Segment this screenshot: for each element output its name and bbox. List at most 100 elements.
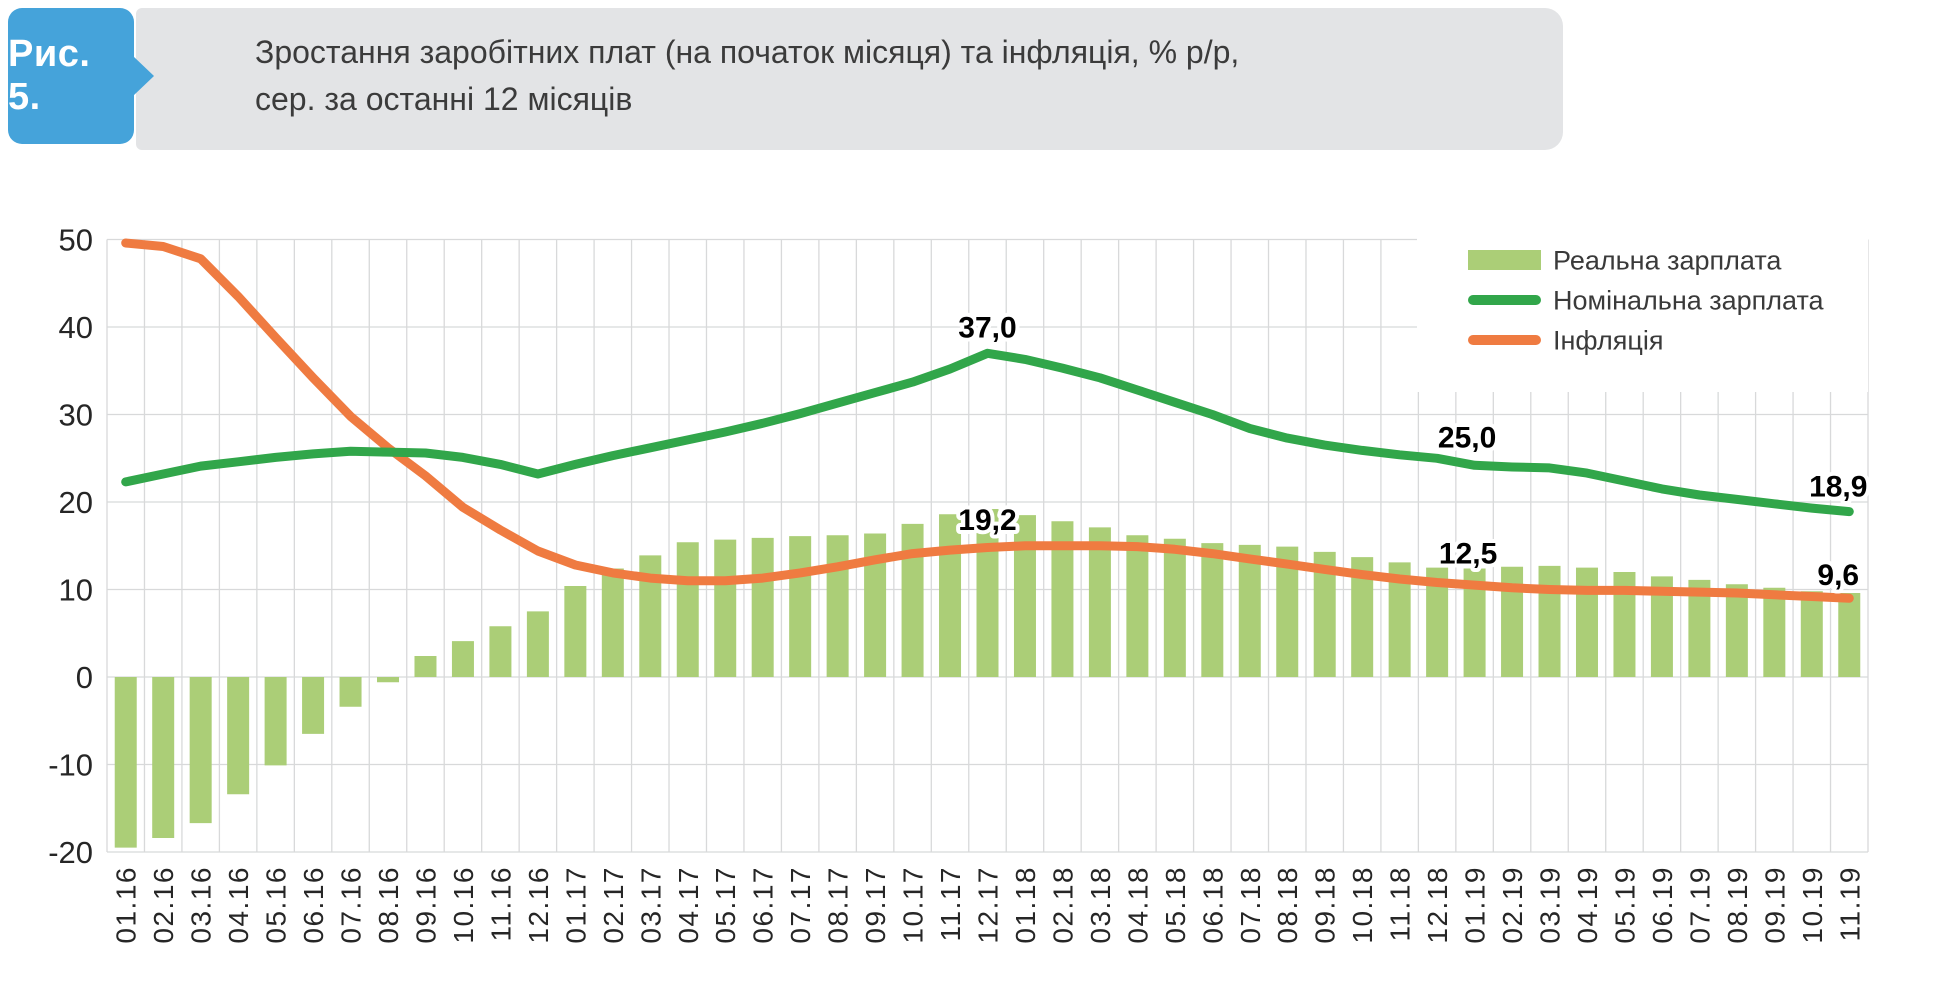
bar-real-wage bbox=[1201, 543, 1224, 677]
x-tick-label: 07.18 bbox=[1235, 866, 1266, 944]
bar-real-wage bbox=[1313, 551, 1336, 677]
bar-real-wage bbox=[377, 677, 400, 683]
bar-real-wage bbox=[1538, 565, 1561, 677]
x-tick-label: 03.17 bbox=[635, 866, 666, 944]
bar-real-wage bbox=[1800, 591, 1823, 677]
bar-real-wage bbox=[1725, 584, 1748, 677]
bar-real-wage bbox=[564, 586, 587, 677]
x-tick-label: 07.16 bbox=[336, 866, 367, 944]
bar-real-wage bbox=[1163, 538, 1186, 677]
bar-real-wage bbox=[751, 537, 774, 677]
bar-real-wage bbox=[1501, 566, 1524, 677]
bar-real-wage bbox=[1238, 544, 1261, 677]
data-label: 12,5 bbox=[1439, 538, 1497, 571]
bar-real-wage bbox=[302, 677, 325, 734]
x-tick-label: 05.19 bbox=[1609, 866, 1640, 944]
x-tick-label: 05.17 bbox=[710, 866, 741, 944]
line-nominal-wage bbox=[121, 348, 1854, 517]
x-tick-label: 02.18 bbox=[1047, 866, 1078, 944]
legend-label: Реальна зарплата bbox=[1553, 246, 1782, 276]
x-tick-label: 02.17 bbox=[598, 866, 629, 944]
x-tick-label: 02.19 bbox=[1497, 866, 1528, 944]
bar-real-wage bbox=[714, 539, 737, 677]
bar-real-wage bbox=[639, 555, 662, 677]
data-label: 25,0 bbox=[1438, 421, 1496, 454]
x-tick-label: 06.19 bbox=[1647, 866, 1678, 944]
x-tick-label: 09.18 bbox=[1310, 866, 1341, 944]
y-tick-label: 20 bbox=[59, 485, 93, 520]
data-label: 19,2 bbox=[958, 504, 1016, 537]
x-tick-label: 09.17 bbox=[860, 866, 891, 944]
bar-real-wage bbox=[1838, 593, 1861, 677]
x-tick-label: 05.18 bbox=[1160, 866, 1191, 944]
legend-label: Номінальна зарплата bbox=[1553, 286, 1825, 316]
bar-real-wage bbox=[1688, 579, 1711, 677]
bar-real-wage bbox=[227, 677, 250, 795]
x-tick-label: 01.19 bbox=[1460, 866, 1491, 944]
bar-real-wage bbox=[1051, 521, 1074, 677]
y-tick-label: 0 bbox=[76, 660, 93, 695]
y-tick-label: 40 bbox=[59, 310, 93, 345]
bar-real-wage bbox=[489, 626, 512, 677]
bar-real-wage bbox=[1575, 567, 1598, 677]
x-tick-label: 12.16 bbox=[523, 866, 554, 944]
chart-title-line2: сер. за останні 12 місяців bbox=[255, 81, 633, 117]
legend-box bbox=[1417, 185, 1868, 392]
bar-real-wage bbox=[1276, 546, 1299, 677]
bar-real-wage bbox=[789, 536, 812, 677]
x-tick-label: 10.16 bbox=[448, 866, 479, 944]
bar-real-wage bbox=[676, 542, 699, 677]
bar-real-wage bbox=[189, 677, 212, 824]
x-tick-label: 04.16 bbox=[223, 866, 254, 944]
bar-real-wage bbox=[339, 677, 362, 707]
x-tick-label: 05.16 bbox=[261, 866, 292, 944]
bar-real-wage bbox=[114, 677, 137, 848]
bar-real-wage bbox=[1388, 562, 1411, 677]
data-label: 37,0 bbox=[958, 311, 1016, 344]
bar-real-wage bbox=[1126, 535, 1149, 677]
x-tick-label: 04.19 bbox=[1572, 866, 1603, 944]
bar-real-wage bbox=[1088, 527, 1111, 677]
x-tick-label: 04.18 bbox=[1122, 866, 1153, 944]
x-tick-label: 11.17 bbox=[935, 866, 966, 942]
y-tick-label: 30 bbox=[59, 398, 93, 433]
x-tick-label: 12.18 bbox=[1422, 866, 1453, 944]
header-strip bbox=[136, 8, 1563, 150]
bar-real-wage bbox=[1650, 576, 1673, 677]
bar-real-wage bbox=[864, 533, 887, 677]
chart-title: Зростання заробітних плат (на початок мі… bbox=[255, 29, 1239, 123]
legend-label: Інфляція bbox=[1553, 326, 1664, 356]
x-tick-label: 03.16 bbox=[186, 866, 217, 944]
x-tick-label: 03.18 bbox=[1085, 866, 1116, 944]
x-tick-label: 09.16 bbox=[410, 866, 441, 944]
bar-real-wage bbox=[526, 611, 549, 677]
bar-real-wage bbox=[1613, 572, 1636, 677]
x-tick-label: 01.16 bbox=[111, 866, 142, 944]
bar-real-wage bbox=[414, 656, 437, 677]
x-tick-label: 10.17 bbox=[898, 866, 929, 944]
bar-real-wage bbox=[1763, 587, 1786, 677]
x-tick-label: 06.17 bbox=[748, 866, 779, 944]
bar-real-wage bbox=[1463, 568, 1486, 677]
bar-real-wage bbox=[264, 677, 287, 766]
bar-real-wage bbox=[1013, 515, 1036, 677]
x-tick-label: 06.18 bbox=[1197, 866, 1228, 944]
bar-real-wage bbox=[451, 641, 474, 677]
bar-real-wage bbox=[939, 514, 962, 677]
x-tick-label: 11.18 bbox=[1385, 866, 1416, 942]
y-tick-label: -20 bbox=[48, 835, 93, 870]
data-label: 18,9 bbox=[1809, 471, 1867, 504]
data-label: 9,6 bbox=[1817, 559, 1859, 592]
bar-real-wage bbox=[826, 535, 849, 677]
chart-title-line1: Зростання заробітних плат (на початок мі… bbox=[255, 34, 1240, 70]
x-tick-label: 11.16 bbox=[485, 866, 516, 942]
x-tick-label: 12.17 bbox=[973, 866, 1004, 944]
legend-swatch-bar bbox=[1468, 250, 1541, 270]
x-tick-label: 03.19 bbox=[1535, 866, 1566, 944]
line-inflation bbox=[121, 238, 1854, 603]
x-tick-label: 07.19 bbox=[1684, 866, 1715, 944]
y-tick-label: -10 bbox=[48, 748, 93, 783]
y-tick-label: 10 bbox=[59, 573, 93, 608]
x-tick-label: 10.18 bbox=[1347, 866, 1378, 944]
